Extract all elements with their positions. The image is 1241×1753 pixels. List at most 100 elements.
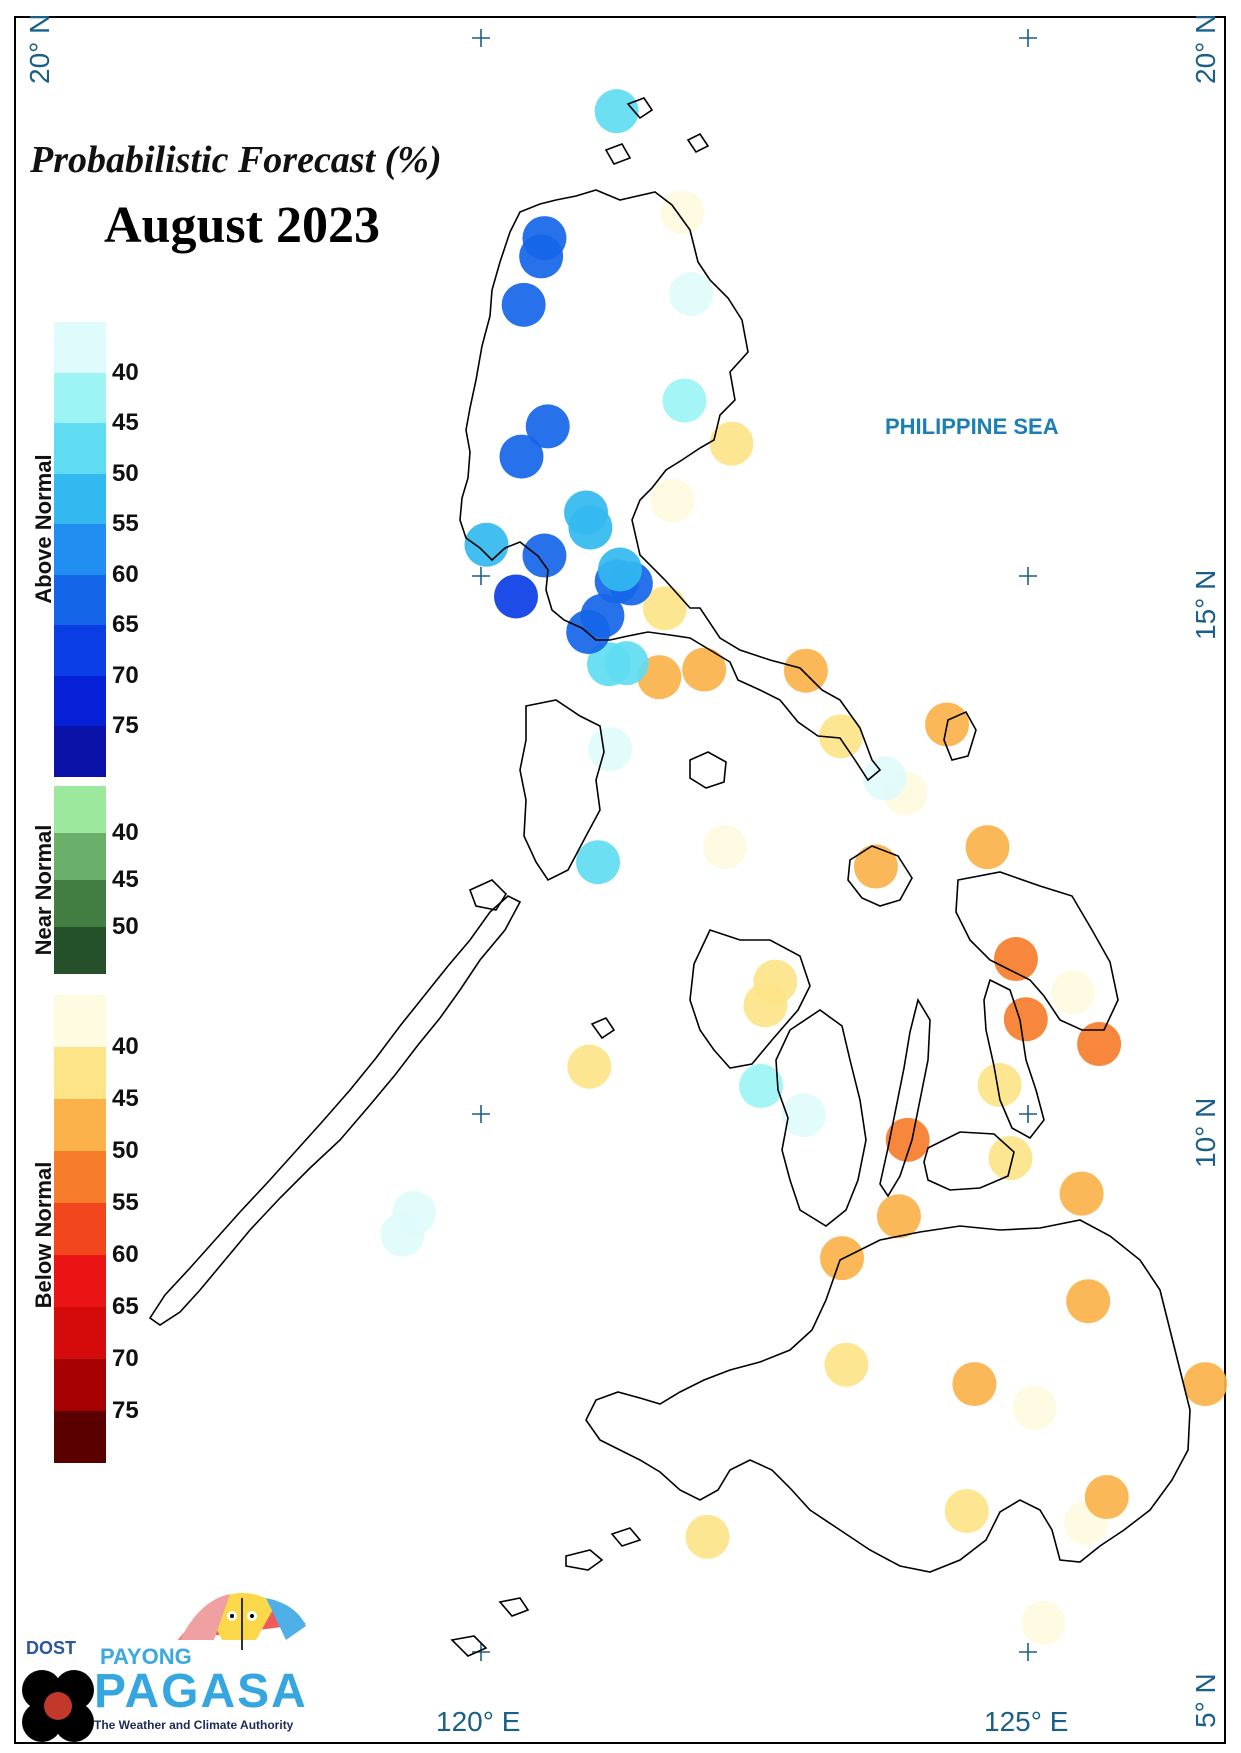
legend-swatch-below — [54, 995, 106, 1047]
legend-swatch-above — [54, 524, 106, 575]
station-marker-below — [685, 1514, 730, 1559]
station-marker-below — [965, 825, 1010, 870]
station-marker-below — [824, 1342, 869, 1387]
station-marker-below — [567, 1044, 612, 1089]
legend-tick-below: 45 — [112, 1085, 139, 1112]
lat-label-5n: 5° N — [1190, 1673, 1221, 1728]
negros-outline — [775, 1009, 867, 1227]
station-marker-below — [988, 1136, 1033, 1181]
catanduanes-outline — [943, 710, 977, 761]
station-marker-above — [597, 547, 642, 592]
station-marker-below — [977, 1062, 1022, 1107]
station-marker-above — [525, 404, 570, 449]
legend-tick-above: 70 — [112, 661, 139, 689]
station-marker-above — [739, 1064, 784, 1109]
station-marker-below — [1021, 1600, 1066, 1645]
station-marker-below — [1050, 970, 1095, 1015]
legend-tick-near: 45 — [112, 866, 139, 893]
logo-dost-text: DOST — [26, 1638, 77, 1658]
legend-tick-above: 50 — [112, 459, 139, 487]
station-marker-below — [952, 1362, 997, 1407]
station-marker-above — [392, 1190, 437, 1235]
batanes-islands — [604, 97, 710, 165]
station-marker-below — [709, 421, 754, 466]
legend-tick-above: 40 — [112, 358, 139, 386]
legend-tick-below: 50 — [112, 1137, 139, 1164]
station-marker-below — [702, 825, 747, 870]
logo-payong-text: PAYONG — [100, 1644, 192, 1669]
station-marker-below — [682, 647, 727, 692]
station-marker-below — [642, 586, 687, 631]
bohol-outline — [923, 1131, 1015, 1191]
station-marker-below — [753, 959, 798, 1004]
cebu-outline — [879, 997, 931, 1198]
forecast-title: Probabilistic Forecast (%) — [30, 139, 442, 181]
map-frame — [14, 16, 1226, 1744]
legend-tick-below: 65 — [112, 1293, 139, 1320]
legend-swatch-near — [54, 927, 106, 974]
luzon-outline — [459, 189, 882, 782]
forecast-period: August 2023 — [104, 197, 380, 254]
station-marker-below — [1066, 1279, 1111, 1324]
legend-tick-above: 60 — [112, 560, 139, 588]
lon-label-120e: 120° E — [436, 1706, 521, 1737]
lat-label-20n-right: 20° N — [1190, 13, 1221, 84]
lat-label-10n: 10° N — [1190, 1097, 1221, 1168]
station-marker-below — [1059, 1171, 1104, 1216]
legend-swatch-below — [54, 1151, 106, 1203]
station-marker-below — [876, 1194, 921, 1239]
legend-swatch-above — [54, 574, 106, 625]
station-marker-below — [650, 478, 695, 523]
legend-swatch-below — [54, 1047, 106, 1099]
logo-pagasa-text: PAGASA — [94, 1665, 308, 1718]
coastline — [148, 97, 1191, 1657]
station-marker-above — [580, 593, 625, 638]
lat-label-15n: 15° N — [1190, 569, 1221, 640]
legend-swatch-below — [54, 1255, 106, 1307]
masbate-outline — [847, 845, 913, 907]
legend-tick-above: 75 — [112, 712, 139, 739]
lat-label-20n-left: 20° N — [24, 13, 55, 84]
station-marker-below — [783, 648, 828, 693]
legend-tick-near: 50 — [112, 913, 139, 940]
station-marker-above — [586, 642, 631, 687]
station-marker-above — [594, 89, 639, 134]
sulu-islands — [450, 1527, 642, 1657]
station-marker-above — [464, 522, 509, 567]
legend-tick-above: 45 — [112, 409, 139, 436]
station-marker-above — [522, 533, 567, 578]
legend-swatch-above — [54, 372, 106, 423]
station-marker-below — [993, 937, 1038, 982]
station-markers — [380, 89, 1228, 1645]
station-marker-above — [494, 574, 539, 619]
station-marker-below — [853, 844, 898, 889]
station-marker-below — [660, 190, 705, 235]
logo-tagline: The Weather and Climate Authority — [94, 1718, 294, 1732]
legend-swatch-above — [54, 726, 106, 777]
station-marker-below — [1084, 1475, 1129, 1520]
legend-swatch-near — [54, 833, 106, 880]
legend-swatch-above — [54, 423, 106, 474]
station-marker-above — [781, 1093, 826, 1138]
legend-tick-below: 60 — [112, 1241, 139, 1268]
station-marker-above — [588, 727, 633, 772]
legend-swatch-above — [54, 473, 106, 524]
station-marker-above — [564, 490, 609, 535]
station-marker-above — [662, 378, 707, 423]
palawan-outline — [148, 895, 522, 1326]
legend-swatch-near — [54, 786, 106, 833]
graticule-crosses — [472, 29, 1037, 1661]
legend-tick-below: 75 — [112, 1397, 139, 1424]
station-marker-below — [818, 714, 863, 759]
station-marker-below — [1012, 1385, 1057, 1430]
station-marker-above — [862, 756, 907, 801]
station-marker-below — [1077, 1022, 1122, 1067]
lon-label-125e: 125° E — [984, 1706, 1069, 1737]
legend-tick-above: 55 — [112, 510, 139, 537]
legend-tick-below: 55 — [112, 1189, 139, 1216]
station-marker-above — [669, 272, 714, 317]
legend-swatch-above — [54, 625, 106, 676]
station-marker-below — [944, 1489, 989, 1534]
station-marker-above — [522, 216, 567, 261]
